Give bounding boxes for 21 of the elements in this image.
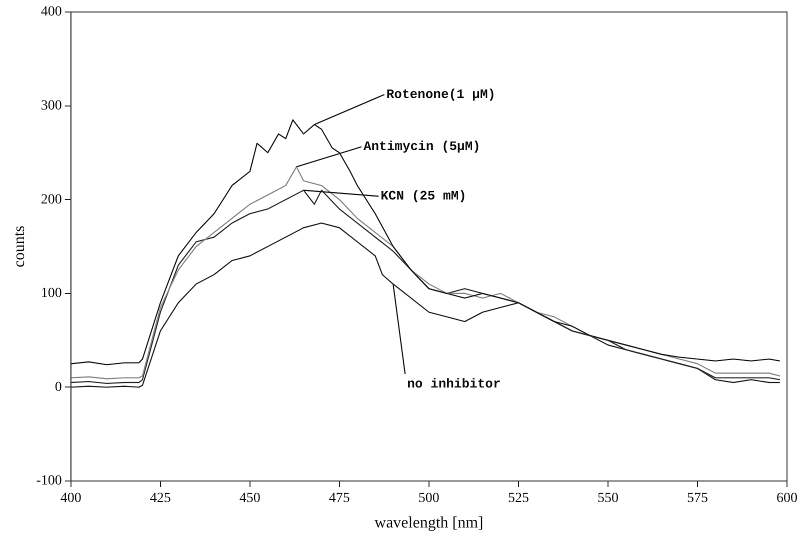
x-tick-label: 400 <box>60 491 82 506</box>
y-tick-label: 0 <box>54 380 62 395</box>
y-tick-label: 400 <box>40 4 62 20</box>
x-tick-label: 600 <box>776 491 798 506</box>
annotation: Antimycin (5µM) <box>363 139 480 154</box>
x-tick-label: 475 <box>328 491 350 506</box>
x-axis-title: wavelength [nm] <box>374 514 484 532</box>
x-tick-label: 500 <box>418 491 440 506</box>
annotation: no inhibitor <box>407 376 501 392</box>
annotation: KCN (25 mM) <box>380 188 466 204</box>
y-tick-label: -100 <box>36 474 62 489</box>
x-tick-label: 525 <box>508 491 529 506</box>
y-tick-label: 100 <box>40 286 62 302</box>
y-tick-label: 200 <box>40 192 62 208</box>
x-tick-label: 550 <box>597 491 618 506</box>
annotation: Rotenone(1 µM) <box>386 86 496 102</box>
y-axis-title: counts <box>10 226 28 268</box>
x-tick-label: 425 <box>150 491 171 506</box>
x-tick-label: 450 <box>239 491 260 506</box>
y-tick-label: 300 <box>40 98 62 114</box>
x-tick-label: 575 <box>686 491 708 506</box>
